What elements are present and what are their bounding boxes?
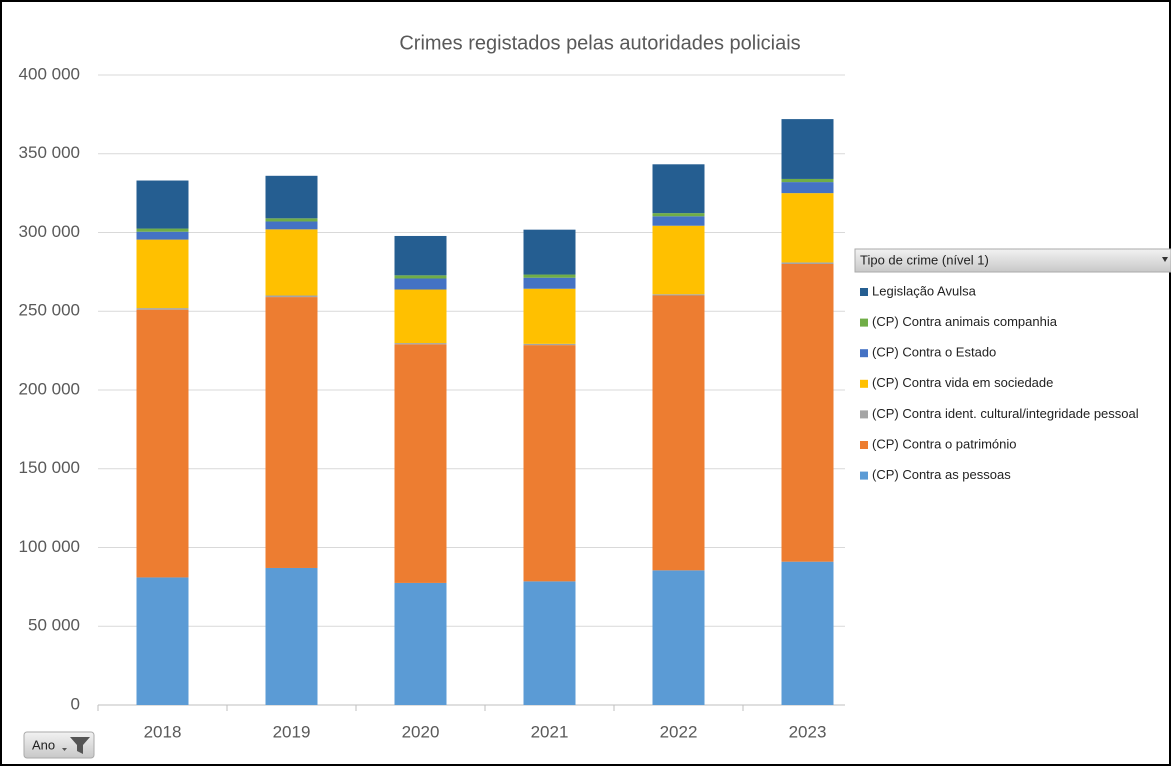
y-tick-label: 250 000 xyxy=(19,301,80,320)
legend-field-button[interactable] xyxy=(854,248,1171,273)
x-tick-label: 2022 xyxy=(660,722,698,741)
legend-swatch xyxy=(860,349,868,358)
x-tick-label: 2018 xyxy=(144,722,182,741)
bar-segment xyxy=(394,343,447,345)
bar-segment xyxy=(265,297,318,568)
legend-swatch xyxy=(860,379,868,388)
y-tick-label: 200 000 xyxy=(19,379,80,398)
y-tick-label: 350 000 xyxy=(19,143,80,162)
legend-swatch xyxy=(860,471,868,480)
bar-segment xyxy=(136,180,189,229)
x-tick-label: 2021 xyxy=(531,722,569,741)
x-tick-label: 2020 xyxy=(402,722,440,741)
bar-segment xyxy=(136,239,189,309)
bar-segment xyxy=(265,221,318,230)
y-tick-label: 150 000 xyxy=(19,458,80,477)
bar-segment xyxy=(652,216,705,226)
dropdown-arrow xyxy=(1162,257,1168,262)
legend-label: (CP) Contra vida em sociedade xyxy=(872,375,1053,390)
bar-segment xyxy=(265,295,318,298)
bar-segment xyxy=(523,581,576,705)
bar-segment xyxy=(136,577,189,705)
legend-swatch xyxy=(860,288,868,296)
legend-label: (CP) Contra o património xyxy=(872,436,1017,451)
bar-segment xyxy=(394,582,447,705)
bar-segment xyxy=(652,294,705,296)
bar-segment xyxy=(136,309,189,578)
bar-segment xyxy=(652,213,705,217)
legend-swatch xyxy=(860,410,868,419)
legend-label: Legislação Avulsa xyxy=(872,283,977,298)
bar-segment xyxy=(523,345,576,582)
bar-segment xyxy=(523,343,576,346)
legend-label: (CP) Contra as pessoas xyxy=(872,467,1011,482)
legend-label: (CP) Contra animais companhia xyxy=(872,314,1058,329)
bar-segment xyxy=(136,308,189,310)
bar-segment xyxy=(394,289,447,344)
bar-segment xyxy=(781,119,834,179)
bar-segment xyxy=(523,229,576,275)
x-tick-label: 2019 xyxy=(273,722,311,741)
axis-field-label: Ano xyxy=(32,737,55,752)
y-tick-label: 50 000 xyxy=(28,616,80,635)
bar-segment xyxy=(781,178,834,183)
y-tick-label: 300 000 xyxy=(19,222,80,241)
legend-label: (CP) Contra ident. cultural/integridade … xyxy=(872,406,1139,421)
bar-segment xyxy=(652,570,705,705)
legend-label: (CP) Contra o Estado xyxy=(872,345,996,360)
bar-segment xyxy=(136,228,189,232)
bar-segment xyxy=(781,561,834,705)
chart-title: Crimes registados pelas autoridades poli… xyxy=(399,32,800,54)
y-tick-label: 0 xyxy=(71,694,80,713)
bar-segment xyxy=(652,164,705,214)
bar-segment xyxy=(136,231,189,240)
bar-segment xyxy=(265,175,318,219)
bar-segment xyxy=(394,278,447,290)
y-tick-label: 400 000 xyxy=(19,64,80,83)
bar-segment xyxy=(394,275,447,279)
y-tick-label: 100 000 xyxy=(19,537,80,556)
bar-segment xyxy=(265,218,318,222)
bar-segment xyxy=(523,288,576,344)
bar-segment xyxy=(652,225,705,295)
bar-segment xyxy=(265,229,318,296)
x-tick-label: 2023 xyxy=(789,722,827,741)
bar-segment xyxy=(781,262,834,264)
legend-title: Tipo de crime (nível 1) xyxy=(860,252,989,267)
bar-segment xyxy=(781,264,834,562)
bar-segment xyxy=(523,274,576,278)
bar-segment xyxy=(652,295,705,571)
bar-segment xyxy=(265,567,318,705)
bar-segment xyxy=(781,193,834,263)
legend-swatch xyxy=(860,318,868,327)
legend-swatch xyxy=(860,441,868,449)
filter-icon xyxy=(62,737,90,754)
bar-segment xyxy=(394,235,447,276)
bar-segment xyxy=(523,277,576,289)
bar-segment xyxy=(394,344,447,583)
bar-segment xyxy=(781,182,834,194)
